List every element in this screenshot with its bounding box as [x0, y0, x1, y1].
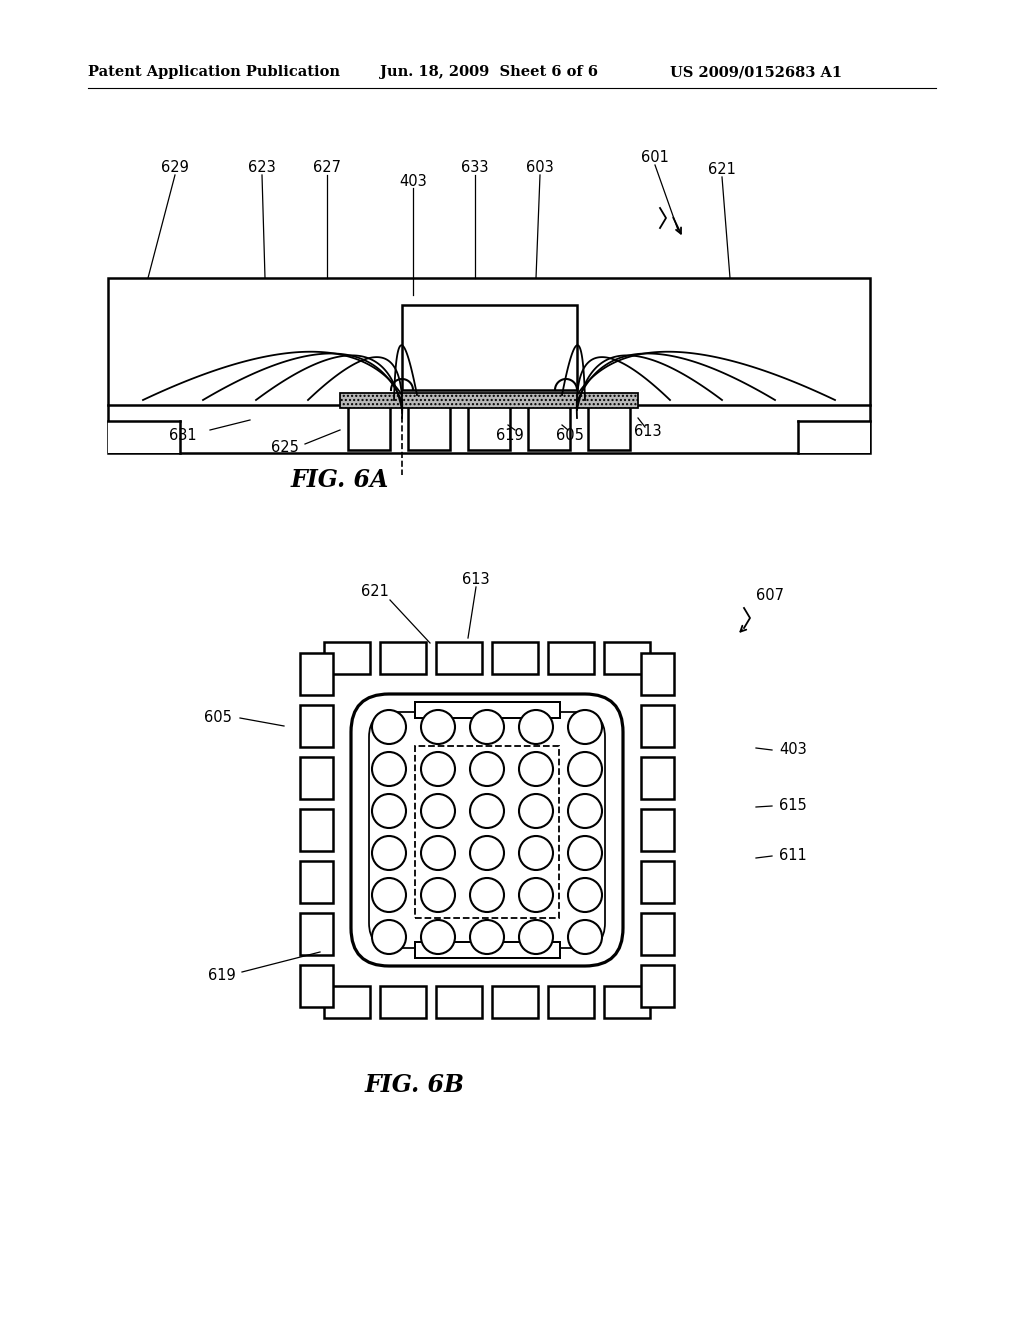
Text: US 2009/0152683 A1: US 2009/0152683 A1	[670, 65, 842, 79]
Bar	[300, 653, 333, 696]
Bar	[300, 913, 333, 954]
Bar	[604, 986, 650, 1018]
Circle shape	[519, 920, 553, 954]
Circle shape	[519, 710, 553, 744]
Bar	[108, 421, 180, 453]
Circle shape	[470, 920, 504, 954]
Bar	[348, 405, 390, 450]
Bar	[641, 861, 674, 903]
Bar	[408, 405, 450, 450]
Text: 601: 601	[641, 150, 669, 165]
Bar	[300, 965, 333, 1007]
Circle shape	[372, 836, 406, 870]
Bar	[641, 705, 674, 747]
FancyBboxPatch shape	[351, 694, 623, 966]
Bar	[798, 421, 870, 453]
Circle shape	[372, 752, 406, 785]
Circle shape	[421, 710, 455, 744]
Text: 613: 613	[462, 573, 489, 587]
Circle shape	[421, 878, 455, 912]
Bar	[324, 986, 370, 1018]
Circle shape	[519, 836, 553, 870]
Bar	[588, 405, 630, 450]
Bar	[380, 986, 426, 1018]
Circle shape	[470, 878, 504, 912]
Text: 631: 631	[169, 428, 197, 442]
Text: 629: 629	[161, 161, 189, 176]
Circle shape	[519, 752, 553, 785]
Circle shape	[470, 836, 504, 870]
Circle shape	[421, 795, 455, 828]
Bar	[548, 642, 594, 675]
Circle shape	[568, 920, 602, 954]
Text: 621: 621	[708, 162, 736, 177]
Text: 621: 621	[361, 585, 389, 599]
Bar	[641, 756, 674, 799]
Circle shape	[372, 795, 406, 828]
Bar	[492, 986, 538, 1018]
Text: 605: 605	[556, 428, 584, 442]
Text: FIG. 6B: FIG. 6B	[365, 1073, 465, 1097]
Bar	[415, 702, 560, 718]
Bar	[380, 642, 426, 675]
Bar	[641, 913, 674, 954]
Text: 633: 633	[461, 161, 488, 176]
Circle shape	[372, 710, 406, 744]
Bar	[468, 405, 510, 450]
Bar	[492, 642, 538, 675]
Circle shape	[421, 752, 455, 785]
Circle shape	[568, 752, 602, 785]
Text: 607: 607	[756, 587, 784, 602]
Circle shape	[568, 836, 602, 870]
Bar	[641, 653, 674, 696]
Circle shape	[470, 752, 504, 785]
Text: 403: 403	[779, 742, 807, 758]
Text: 627: 627	[313, 161, 341, 176]
Text: 603: 603	[526, 161, 554, 176]
Bar	[340, 393, 638, 408]
Bar	[340, 393, 638, 408]
Bar	[528, 405, 570, 450]
Text: 619: 619	[208, 968, 236, 982]
Circle shape	[470, 710, 504, 744]
Bar	[415, 746, 559, 917]
Bar	[415, 942, 560, 958]
Circle shape	[421, 836, 455, 870]
Circle shape	[470, 795, 504, 828]
Bar	[402, 305, 577, 389]
Bar	[641, 965, 674, 1007]
Text: 605: 605	[204, 710, 232, 726]
Text: 611: 611	[779, 849, 807, 863]
Bar	[548, 986, 594, 1018]
Text: Patent Application Publication: Patent Application Publication	[88, 65, 340, 79]
Bar	[300, 705, 333, 747]
Text: 403: 403	[399, 173, 427, 189]
Text: 613: 613	[634, 425, 662, 440]
Circle shape	[372, 920, 406, 954]
Bar	[604, 642, 650, 675]
Text: Jun. 18, 2009  Sheet 6 of 6: Jun. 18, 2009 Sheet 6 of 6	[380, 65, 598, 79]
Circle shape	[568, 795, 602, 828]
Text: 625: 625	[271, 441, 299, 455]
Text: FIG. 6A: FIG. 6A	[291, 469, 389, 492]
Circle shape	[421, 920, 455, 954]
Bar	[300, 756, 333, 799]
Circle shape	[519, 795, 553, 828]
Circle shape	[568, 878, 602, 912]
Bar	[300, 809, 333, 851]
Bar	[108, 279, 870, 453]
Circle shape	[568, 710, 602, 744]
Bar	[641, 809, 674, 851]
Circle shape	[372, 878, 406, 912]
Text: 615: 615	[779, 799, 807, 813]
Bar	[436, 642, 482, 675]
Circle shape	[519, 878, 553, 912]
Bar	[324, 642, 370, 675]
Text: 623: 623	[248, 161, 275, 176]
Bar	[300, 861, 333, 903]
Bar	[436, 986, 482, 1018]
Text: 619: 619	[496, 428, 524, 442]
